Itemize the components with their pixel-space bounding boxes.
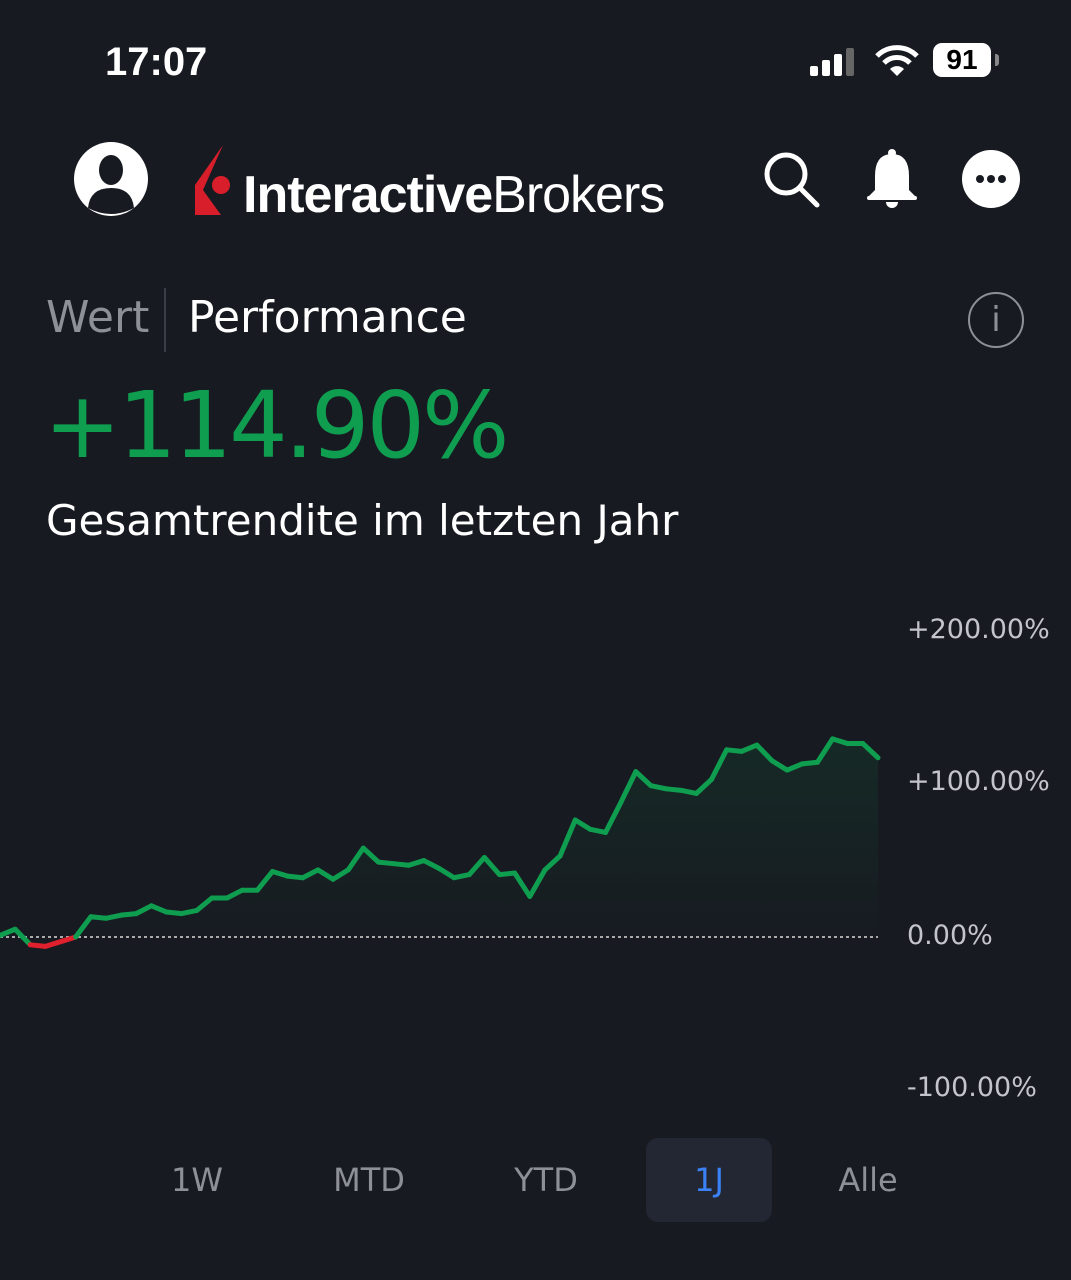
line-segment (118, 911, 139, 918)
line-segment (406, 858, 427, 868)
line-segment (436, 865, 457, 881)
wifi-icon (875, 45, 919, 76)
line-segment (512, 870, 533, 899)
info-icon[interactable]: i (968, 292, 1024, 348)
line-segment (497, 870, 518, 878)
line-segment (572, 817, 593, 832)
line-segment (799, 759, 820, 767)
range-1j[interactable]: 1J (646, 1138, 772, 1222)
bell-icon[interactable] (865, 148, 919, 210)
line-segment (769, 758, 790, 773)
line-segment (103, 912, 124, 921)
line-segment (345, 845, 366, 873)
chart-area (0, 738, 878, 947)
line-segment (27, 942, 48, 949)
tab-wert[interactable]: Wert (46, 292, 150, 343)
line-segment (330, 867, 351, 882)
line-segment (678, 787, 699, 796)
line-segment (618, 769, 639, 806)
performance-chart[interactable] (0, 600, 900, 1120)
line-segment (0, 926, 18, 938)
line-segment (300, 867, 321, 881)
y-tick-label: -100.00% (907, 1072, 1037, 1103)
line-segment (224, 887, 245, 901)
total-return-value: +114.90% (44, 372, 509, 479)
line-segment (724, 747, 745, 754)
line-segment (269, 868, 291, 879)
line-segment (814, 736, 836, 765)
range-ytd[interactable]: YTD (514, 1161, 578, 1199)
y-tick-label: +100.00% (907, 766, 1050, 797)
line-segment (739, 742, 760, 754)
y-tick-label: 0.00% (907, 920, 993, 951)
brand-logo-icon (195, 145, 230, 215)
line-segment (148, 903, 170, 915)
line-segment (179, 907, 200, 917)
line-segment (375, 859, 397, 867)
line-segment (12, 926, 33, 948)
line-segment (603, 800, 624, 835)
line-segment (315, 867, 336, 882)
line-segment (88, 914, 109, 921)
line-segment (164, 909, 185, 917)
line-segment (481, 854, 503, 878)
avatar-icon[interactable] (74, 142, 148, 216)
battery-icon: 91 (933, 43, 999, 77)
line-segment (285, 873, 306, 881)
line-segment (648, 783, 669, 792)
line-segment (542, 853, 563, 873)
signal-icon (810, 48, 854, 76)
line-segment (42, 939, 64, 949)
line-segment (466, 854, 487, 878)
range-mtd[interactable]: MTD (333, 1161, 405, 1199)
line-segment (754, 742, 775, 764)
line-segment (194, 895, 215, 913)
tab-performance[interactable]: Performance (188, 292, 467, 343)
line-segment (133, 903, 154, 917)
range-alle[interactable]: Alle (838, 1161, 898, 1199)
line-segment (360, 845, 381, 865)
tab-divider (164, 288, 166, 352)
line-segment (73, 914, 94, 940)
brand-logo: InteractiveBrokers (243, 166, 665, 224)
line-segment (663, 786, 684, 793)
total-return-caption: Gesamtrendite im letzten Jahr (46, 496, 679, 545)
line-segment (391, 861, 412, 868)
line-segment (587, 826, 609, 835)
y-tick-label: +200.00% (907, 614, 1050, 645)
search-icon[interactable] (762, 150, 820, 208)
line-segment (693, 776, 714, 796)
line-segment (421, 858, 442, 871)
line-segment (557, 817, 578, 859)
line-segment (58, 934, 79, 945)
more-icon[interactable] (962, 150, 1020, 208)
line-segment (830, 736, 851, 747)
line-segment (784, 761, 805, 773)
line-segment (860, 741, 881, 761)
line-segment (633, 769, 654, 789)
line-segment (254, 868, 275, 893)
line-segment (708, 747, 730, 782)
status-time: 17:07 (105, 40, 208, 84)
line-segment (451, 872, 472, 881)
line-segment (527, 867, 548, 899)
range-1w[interactable]: 1W (171, 1161, 223, 1199)
